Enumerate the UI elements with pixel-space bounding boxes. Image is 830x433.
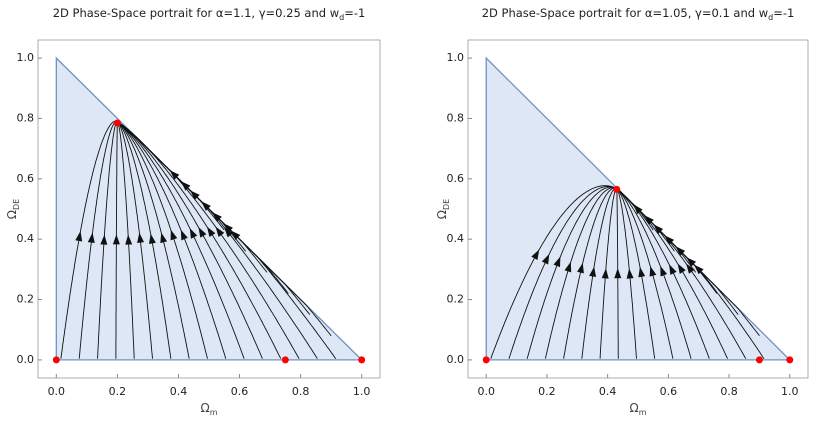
stream-arrow — [686, 257, 697, 267]
x-axis-label: Ωm — [630, 401, 647, 418]
y-tick-label: 0.6 — [17, 172, 35, 185]
stream-arrow — [189, 228, 198, 239]
x-tick-label: 0.8 — [292, 385, 310, 398]
y-tick-label: 0.4 — [17, 232, 35, 245]
fixed-point — [482, 356, 490, 364]
x-label-subscript: m — [639, 408, 647, 417]
stream-arrow — [564, 261, 572, 273]
stream-arrow — [686, 263, 695, 274]
stream-arrow — [125, 234, 133, 245]
x-tick-label: 0.8 — [720, 385, 738, 398]
stream-arrow — [669, 264, 677, 275]
stream-arrow — [215, 226, 225, 237]
stream-arrow — [160, 232, 168, 244]
y-tick-label: 0.6 — [447, 172, 465, 185]
stream-arrow — [577, 262, 584, 274]
fixed-point — [755, 356, 763, 364]
x-tick-label: 1.0 — [781, 385, 799, 398]
fixed-point — [786, 356, 794, 364]
x-axis-label: Ωm — [201, 401, 218, 418]
stream-arrow — [207, 226, 216, 238]
y-tick-label: 1.0 — [447, 51, 465, 64]
x-tick-label: 0.6 — [231, 385, 249, 398]
fixed-point — [358, 356, 366, 364]
panel: 2D Phase-Space portrait for α=1.05, γ=0.… — [435, 6, 809, 418]
stream-arrow — [137, 232, 145, 243]
stream-arrow — [87, 232, 95, 244]
panel: 2D Phase-Space portrait for α=1.1, γ=0.2… — [5, 6, 381, 418]
stream-arrow — [541, 253, 550, 265]
stream-arrow — [660, 265, 668, 277]
x-label-subscript: m — [210, 408, 218, 417]
x-tick-label: 1.0 — [353, 385, 371, 398]
stream-arrow — [589, 266, 597, 278]
title-main: 2D Phase-Space portrait for α=1.1, γ=0.2… — [53, 6, 339, 20]
y-label-subscript: DE — [12, 199, 21, 210]
y-tick-label: 0.0 — [17, 353, 35, 366]
x-tick-label: 0.4 — [599, 385, 617, 398]
x-tick-label: 0.0 — [477, 385, 495, 398]
y-tick-label: 1.0 — [17, 51, 35, 64]
x-tick-label: 0.6 — [660, 385, 678, 398]
y-axis-label: ΩDE — [5, 199, 22, 219]
fixed-point — [52, 356, 60, 364]
stream-arrow — [112, 234, 120, 245]
stream-arrow — [100, 234, 108, 245]
y-tick-label: 0.8 — [447, 111, 465, 124]
y-tick-label: 0.2 — [447, 293, 465, 306]
stream-arrow — [614, 268, 622, 279]
stream-arrow — [638, 266, 646, 278]
y-tick-label: 0.4 — [447, 232, 465, 245]
x-tick-label: 0.2 — [109, 385, 127, 398]
stream-arrow — [677, 263, 686, 274]
y-tick-label: 0.2 — [17, 293, 35, 306]
stream-arrow — [149, 233, 156, 245]
y-axis-label: ΩDE — [435, 199, 452, 219]
y-label-main: Ω — [435, 210, 449, 219]
y-tick-label: 0.8 — [17, 111, 35, 124]
stream-arrow — [170, 229, 178, 241]
chart-title: 2D Phase-Space portrait for α=1.05, γ=0.… — [482, 6, 795, 23]
title-end: =-1 — [344, 6, 365, 20]
stream-arrow — [180, 229, 188, 241]
x-tick-label: 0.4 — [170, 385, 188, 398]
chart-title: 2D Phase-Space portrait for α=1.1, γ=0.2… — [53, 6, 366, 23]
stream-arrow — [601, 268, 609, 279]
title-main: 2D Phase-Space portrait for α=1.05, γ=0.… — [482, 6, 768, 20]
title-subscript: d — [339, 13, 344, 22]
stream-arrow — [553, 256, 561, 268]
x-tick-label: 0.2 — [538, 385, 556, 398]
title-end: =-1 — [773, 6, 794, 20]
stream-arrow — [626, 268, 634, 279]
fixed-point — [281, 356, 289, 364]
y-label-main: Ω — [5, 210, 19, 219]
title-subscript: d — [768, 13, 773, 22]
stream-arrow — [649, 266, 657, 277]
stream-arrow — [75, 231, 83, 242]
fixed-point — [113, 119, 121, 127]
plot-frame — [467, 39, 809, 379]
stream-arrow — [531, 249, 540, 260]
x-label-main: Ω — [630, 401, 639, 415]
plot-frame — [37, 39, 381, 379]
y-label-subscript: DE — [442, 199, 451, 210]
stream-arrow — [223, 223, 233, 233]
fixed-point — [613, 185, 621, 193]
x-tick-label: 0.0 — [48, 385, 66, 398]
stream-arrow — [198, 227, 207, 238]
y-tick-label: 0.0 — [447, 353, 465, 366]
x-label-main: Ω — [201, 401, 210, 415]
stream-arrow — [224, 227, 234, 238]
